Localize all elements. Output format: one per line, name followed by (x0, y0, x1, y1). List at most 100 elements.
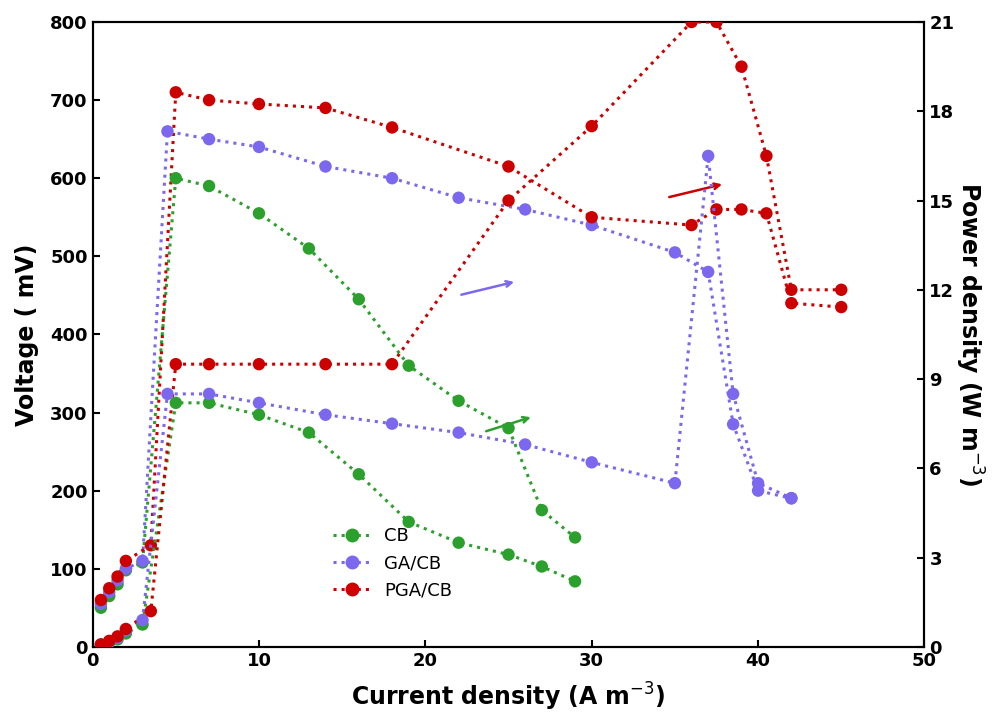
Point (783, 284, 799, 296)
Point (667, 478, 683, 489)
Point (93, 638, 109, 650)
Point (135, 614, 151, 626)
Point (351, 293, 367, 305)
Point (584, 219, 600, 231)
Point (110, 632, 126, 644)
Point (733, 204, 749, 215)
Point (318, 102, 334, 114)
Point (750, 478, 766, 489)
Point (118, 555, 134, 566)
Point (168, 397, 184, 408)
Point (833, 284, 849, 296)
Point (501, 549, 517, 561)
Point (251, 358, 267, 370)
Point (135, 555, 151, 566)
Point (534, 505, 550, 516)
Point (135, 619, 151, 630)
Point (517, 439, 533, 451)
Point (700, 266, 716, 278)
Point (517, 204, 533, 215)
Point (567, 531, 583, 543)
Point (384, 358, 400, 370)
Point (700, 150, 716, 162)
Point (118, 563, 134, 574)
Point (451, 192, 467, 204)
Point (168, 173, 184, 184)
Point (708, 204, 724, 215)
Point (584, 211, 600, 223)
Point (384, 173, 400, 184)
Point (201, 133, 217, 145)
Point (101, 590, 117, 602)
Point (451, 395, 467, 407)
Point (110, 574, 126, 586)
Point (101, 636, 117, 648)
Point (501, 161, 517, 173)
Point (733, 61, 749, 73)
Point (135, 557, 151, 569)
Point (783, 492, 799, 504)
Legend: CB, GA/CB, PGA/CB: CB, GA/CB, PGA/CB (326, 520, 459, 606)
Point (401, 516, 417, 528)
Point (168, 358, 184, 370)
Point (93, 594, 109, 606)
Point (708, 16, 724, 28)
Point (251, 141, 267, 153)
Point (159, 388, 175, 400)
Point (384, 122, 400, 133)
Point (451, 427, 467, 438)
Point (93, 602, 109, 614)
Point (101, 636, 117, 647)
Point (201, 397, 217, 408)
Point (251, 98, 267, 110)
Point (534, 561, 550, 572)
Point (318, 161, 334, 173)
Point (118, 625, 134, 636)
Point (301, 242, 317, 254)
Point (584, 456, 600, 468)
Point (201, 181, 217, 192)
Point (201, 388, 217, 400)
Point (783, 493, 799, 505)
Point (93, 598, 109, 609)
Point (301, 427, 317, 438)
Point (201, 358, 217, 370)
Point (684, 219, 700, 231)
Point (101, 635, 117, 646)
Point (451, 537, 467, 548)
Point (93, 639, 109, 651)
Point (833, 301, 849, 313)
Point (143, 605, 159, 617)
Point (101, 586, 117, 598)
Point (101, 582, 117, 594)
Point (201, 95, 217, 106)
Point (725, 388, 741, 400)
Point (567, 576, 583, 587)
Point (584, 120, 600, 132)
Point (667, 247, 683, 258)
Point (93, 638, 109, 650)
Point (110, 579, 126, 590)
Point (110, 633, 126, 645)
Point (401, 360, 417, 371)
Point (143, 539, 159, 551)
Y-axis label: Power density (W m$^{-3}$): Power density (W m$^{-3}$) (953, 183, 985, 486)
Point (758, 207, 774, 219)
Point (501, 422, 517, 434)
Y-axis label: Voltage ( mV): Voltage ( mV) (15, 243, 39, 426)
Point (501, 194, 517, 206)
X-axis label: Current density (A m$^{-3}$): Current density (A m$^{-3}$) (351, 681, 666, 713)
Point (251, 397, 267, 408)
Point (384, 418, 400, 430)
Point (251, 207, 267, 219)
Point (783, 297, 799, 309)
Point (318, 409, 334, 421)
Point (725, 419, 741, 430)
Point (118, 628, 134, 639)
Point (351, 468, 367, 480)
Point (758, 150, 774, 162)
Point (110, 630, 126, 642)
Point (251, 409, 267, 421)
Point (110, 571, 126, 582)
Point (684, 16, 700, 28)
